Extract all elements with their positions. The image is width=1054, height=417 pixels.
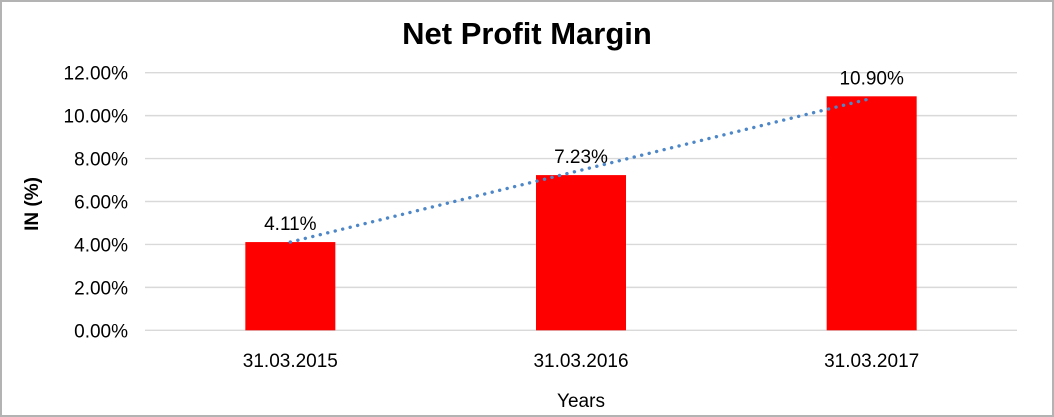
y-tick-label: 0.00% (74, 321, 128, 342)
y-tick-label: 4.00% (74, 235, 128, 256)
x-tick-label: 31.03.2017 (824, 351, 919, 372)
y-tick-label: 12.00% (64, 64, 129, 85)
y-tick-label: 8.00% (74, 150, 128, 171)
x-axis-title: Years (557, 391, 605, 412)
chart-title: Net Profit Margin (402, 16, 652, 51)
trendline (288, 96, 874, 244)
y-tick-label: 6.00% (74, 193, 128, 214)
bar (536, 175, 626, 331)
bar (245, 242, 336, 331)
y-tick-label: 2.00% (74, 278, 128, 299)
y-tick-label: 10.00% (64, 107, 129, 128)
bar-value-label: 7.23% (554, 147, 608, 168)
bar-value-label: 4.11% (264, 214, 317, 235)
bar-value-label: 10.90% (839, 68, 904, 89)
x-tick-label: 31.03.2016 (533, 351, 628, 372)
bar (826, 96, 917, 331)
x-tick-label: 31.03.2015 (243, 351, 338, 372)
